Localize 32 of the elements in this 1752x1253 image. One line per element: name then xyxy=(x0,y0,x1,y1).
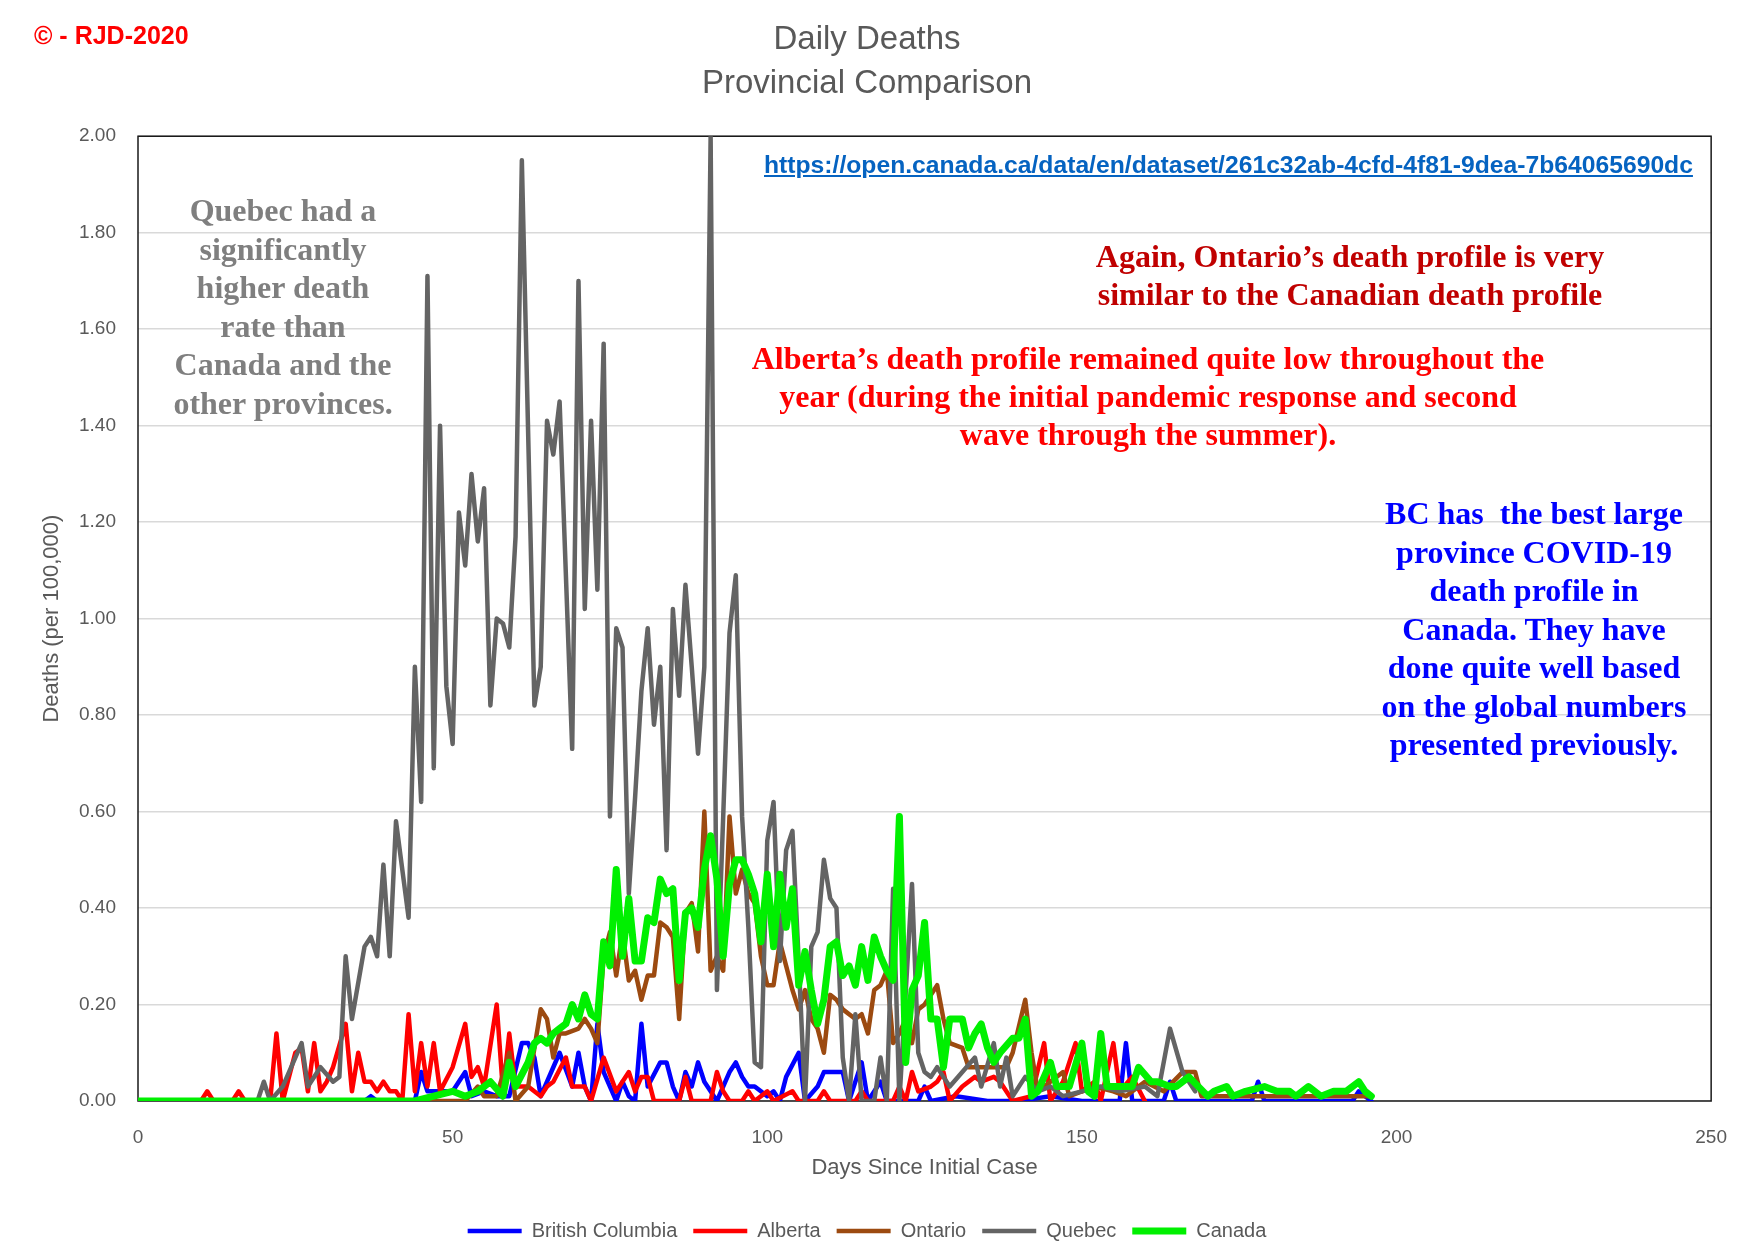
x-tick-label: 250 xyxy=(1695,1125,1727,1147)
legend-label: Canada xyxy=(1196,1218,1268,1241)
legend-label: Ontario xyxy=(900,1218,967,1241)
legend-label: British Columbia xyxy=(531,1218,679,1241)
y-tick-label: 0.40 xyxy=(79,896,116,918)
y-tick-label: 1.40 xyxy=(79,413,116,435)
y-tick-label: 1.20 xyxy=(79,510,116,532)
chart-subtitle: Provincial Comparison xyxy=(701,63,1033,101)
y-tick-label: 0.20 xyxy=(79,992,116,1014)
y-tick-label: 2.00 xyxy=(79,124,116,146)
y-tick-label: 1.00 xyxy=(79,606,116,628)
annotation: https://open.canada.ca/data/en/dataset/261c32ab-4cfd-4f81-9dea-7b64065690dc xyxy=(764,150,1693,180)
x-axis-title: Days Since Initial Case xyxy=(811,1153,1038,1179)
annotation: Quebec had a significantly higher death rate than Canada and the other provinces. xyxy=(173,191,393,422)
y-tick-label: 1.60 xyxy=(79,317,116,339)
y-tick-label: 0.60 xyxy=(79,799,116,821)
x-tick-label: 150 xyxy=(1066,1125,1098,1147)
legend-label: Quebec xyxy=(1046,1218,1117,1241)
x-tick-label: 50 xyxy=(442,1125,464,1147)
y-tick-label: 0.00 xyxy=(79,1089,116,1111)
x-tick-label: 100 xyxy=(751,1125,784,1147)
annotation: Again, Ontario’s death profile is very similar to the Canadian death profile xyxy=(1095,237,1605,313)
annotation: BC has the best large province COVID-19 death profile in Canada. They have done quite well based on the global numbers presented previously. xyxy=(1381,494,1687,764)
y-axis-title: Deaths (per 100,000) xyxy=(38,514,64,723)
annotation: Alberta’s death profile remained quite low throughout the year (during the initial pandemic response and second wave through the summer). xyxy=(751,339,1545,453)
y-tick-label: 1.80 xyxy=(79,220,116,242)
x-tick-label: 0 xyxy=(132,1125,144,1147)
text: © - RJD-2020 xyxy=(34,20,189,50)
legend-label: Alberta xyxy=(757,1218,822,1241)
chart-title: Daily Deaths xyxy=(773,18,961,56)
y-tick-label: 0.80 xyxy=(79,703,116,725)
x-tick-label: 200 xyxy=(1380,1125,1413,1147)
